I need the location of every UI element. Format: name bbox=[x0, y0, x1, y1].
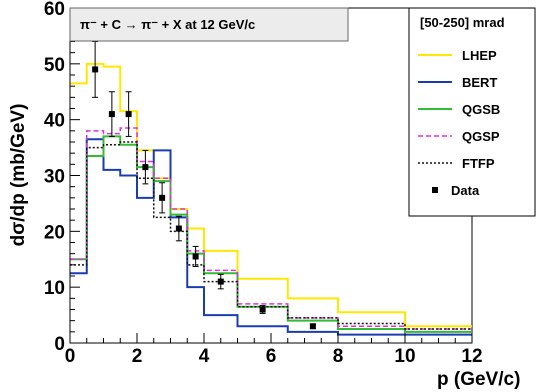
legend-entries: LHEP BERT QGSB QGSP FTFP Data bbox=[418, 48, 500, 198]
legend-swatch-data bbox=[432, 187, 438, 193]
legend-label-lhep: LHEP bbox=[462, 48, 497, 63]
x-tick-label: 0 bbox=[65, 346, 76, 367]
chart-title: π⁻ + C → π⁻ + X at 12 GeV/c bbox=[80, 17, 255, 32]
legend-label-qgsb: QGSB bbox=[462, 102, 500, 117]
x-tick-label: 6 bbox=[266, 346, 277, 367]
x-tick-label: 4 bbox=[199, 346, 210, 367]
series-line-qgsp bbox=[70, 127, 472, 330]
axes-group: 0 2 4 6 8 10 12 0 10 20 30 40 50 60 bbox=[44, 0, 483, 367]
legend-box bbox=[408, 7, 536, 217]
data-point bbox=[217, 278, 224, 285]
data-points-group bbox=[92, 41, 316, 330]
data-point bbox=[309, 323, 316, 330]
series-line-lhep bbox=[70, 62, 472, 328]
series-group bbox=[70, 62, 472, 336]
legend-label-data: Data bbox=[451, 183, 480, 198]
x-tick-label: 8 bbox=[333, 346, 344, 367]
data-point bbox=[108, 111, 115, 118]
y-tick-label: 50 bbox=[44, 55, 65, 76]
y-axis-label: dσ/dp (mb/GeV) bbox=[8, 104, 29, 247]
data-point bbox=[159, 194, 166, 201]
x-tick-label: 12 bbox=[461, 346, 482, 367]
data-point bbox=[142, 164, 149, 171]
series-line-qgsb bbox=[70, 135, 472, 333]
legend-label-ftfp: FTFP bbox=[462, 156, 495, 171]
data-point bbox=[259, 306, 266, 313]
data-point bbox=[125, 111, 132, 118]
y-tick-label: 10 bbox=[44, 278, 65, 299]
series-line-bert bbox=[70, 138, 472, 336]
y-tick-label: 0 bbox=[54, 334, 65, 355]
x-tick-label: 10 bbox=[394, 346, 415, 367]
data-point bbox=[192, 253, 199, 260]
title-box-background bbox=[69, 7, 349, 42]
y-tick-label: 40 bbox=[44, 111, 65, 132]
data-point bbox=[92, 66, 99, 73]
y-tick-label: 20 bbox=[44, 222, 65, 243]
y-tick-label: 30 bbox=[44, 167, 65, 188]
legend-label-qgsp: QGSP bbox=[462, 129, 500, 144]
y-tick-label: 60 bbox=[44, 0, 65, 20]
legend: [50-250] mrad LHEP BERT QGSB QGSP FTFP Data bbox=[408, 7, 536, 217]
legend-title: [50-250] mrad bbox=[420, 15, 505, 30]
legend-label-bert: BERT bbox=[462, 75, 497, 90]
data-point bbox=[175, 225, 182, 232]
x-tick-label: 2 bbox=[132, 346, 143, 367]
title-box: π⁻ + C → π⁻ + X at 12 GeV/c bbox=[69, 7, 349, 42]
x-axis-label: p (GeV/c) bbox=[437, 369, 520, 390]
